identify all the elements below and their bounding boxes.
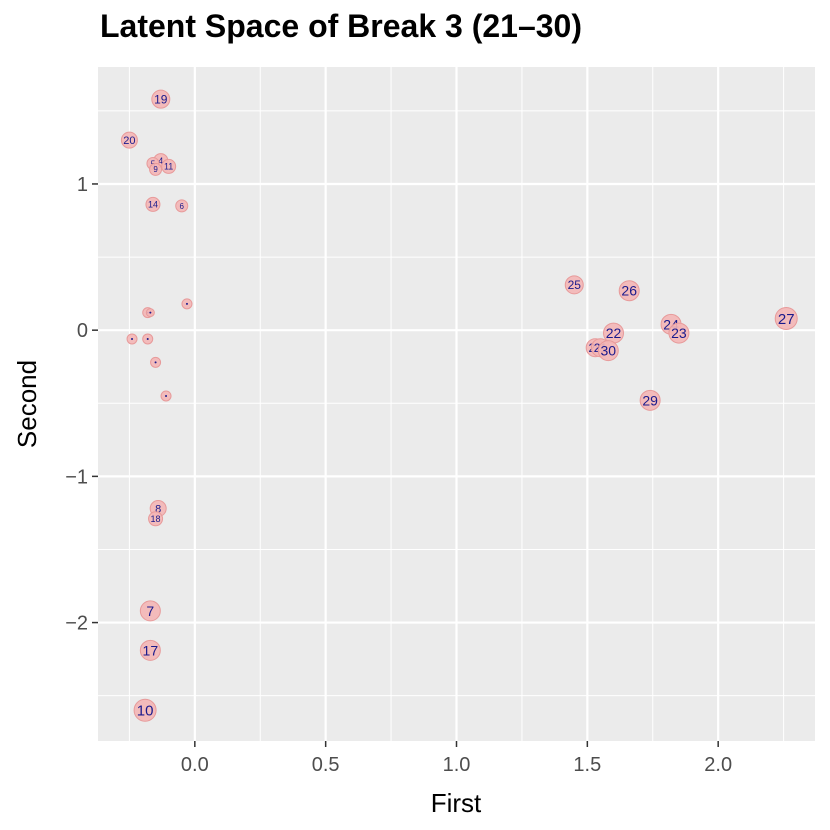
data-point: 6	[175, 199, 189, 213]
point-dot	[185, 302, 188, 305]
point-dot	[149, 311, 152, 314]
data-point: 11	[161, 158, 177, 174]
y-tick-label: 1	[77, 174, 88, 196]
y-axis-title: Second	[12, 360, 42, 448]
x-axis-title: First	[431, 788, 482, 818]
data-point: 23	[668, 322, 690, 344]
x-tick-label: 0.5	[312, 754, 340, 776]
x-axis-ticks: 0.0 0.5 1.0 1.5 2.0	[181, 741, 732, 776]
data-point	[142, 333, 154, 345]
data-points: 1920451191468187171025262228213024232927	[120, 89, 798, 722]
point-marker	[564, 275, 584, 295]
y-tick-label: −1	[65, 466, 88, 488]
point-label: 6	[180, 202, 185, 211]
point-label: 29	[642, 392, 658, 408]
point-marker	[133, 698, 157, 722]
point-marker	[618, 280, 640, 302]
point-marker	[597, 340, 619, 362]
point-dot	[146, 337, 149, 340]
data-point: 9	[149, 162, 163, 176]
data-point: 29	[639, 389, 661, 411]
point-label: 25	[568, 278, 582, 292]
point-marker	[175, 199, 189, 213]
point-label: 19	[154, 92, 168, 106]
point-marker	[145, 196, 161, 212]
point-label: 23	[671, 325, 687, 341]
point-marker	[774, 306, 798, 330]
x-tick-label: 1.5	[573, 754, 601, 776]
point-dot	[165, 394, 168, 397]
chart-title: Latent Space of Break 3 (21–30)	[100, 8, 582, 44]
point-label: 17	[143, 642, 159, 658]
point-label: 4	[158, 156, 163, 166]
point-dot	[154, 361, 157, 364]
data-point	[160, 390, 172, 402]
point-marker	[161, 158, 177, 174]
data-point: 22	[603, 322, 625, 344]
data-point	[150, 356, 162, 368]
data-point: 30	[597, 340, 619, 362]
point-label: 20	[123, 135, 135, 147]
point-label: 9	[153, 165, 158, 174]
data-point: 25	[564, 275, 584, 295]
point-label: 11	[164, 162, 173, 172]
point-marker	[149, 162, 163, 176]
point-label: 10	[137, 703, 154, 720]
y-tick-label: −2	[65, 613, 88, 635]
point-label: 27	[778, 311, 795, 328]
data-point: 19	[151, 89, 171, 109]
data-point: 14	[145, 196, 161, 212]
point-marker	[139, 639, 161, 661]
point-marker	[151, 89, 171, 109]
y-tick-label: 0	[77, 320, 88, 342]
y-axis-ticks: −2 −1 0 1	[65, 174, 98, 635]
point-label: 30	[600, 343, 616, 359]
data-point: 26	[618, 280, 640, 302]
data-point	[145, 308, 155, 318]
point-dot	[131, 337, 134, 340]
point-marker	[148, 511, 164, 527]
data-point: 17	[139, 639, 161, 661]
data-point: 10	[133, 698, 157, 722]
point-label: 7	[146, 603, 154, 619]
point-marker	[139, 600, 161, 622]
x-tick-label: 1.0	[443, 754, 471, 776]
x-tick-label: 2.0	[704, 754, 732, 776]
data-point: 27	[774, 306, 798, 330]
point-label: 8	[155, 503, 161, 515]
data-point: 7	[139, 600, 161, 622]
data-point: 20	[120, 131, 138, 149]
data-point	[126, 333, 138, 345]
point-marker	[668, 322, 690, 344]
point-label: 18	[151, 514, 161, 524]
major-gridlines	[98, 67, 815, 741]
point-label: 22	[606, 325, 622, 341]
point-marker	[639, 389, 661, 411]
x-tick-label: 0.0	[181, 754, 209, 776]
point-label: 26	[621, 283, 637, 299]
data-point: 18	[148, 511, 164, 527]
point-label: 14	[148, 200, 158, 210]
data-point	[181, 298, 193, 310]
point-marker	[120, 131, 138, 149]
